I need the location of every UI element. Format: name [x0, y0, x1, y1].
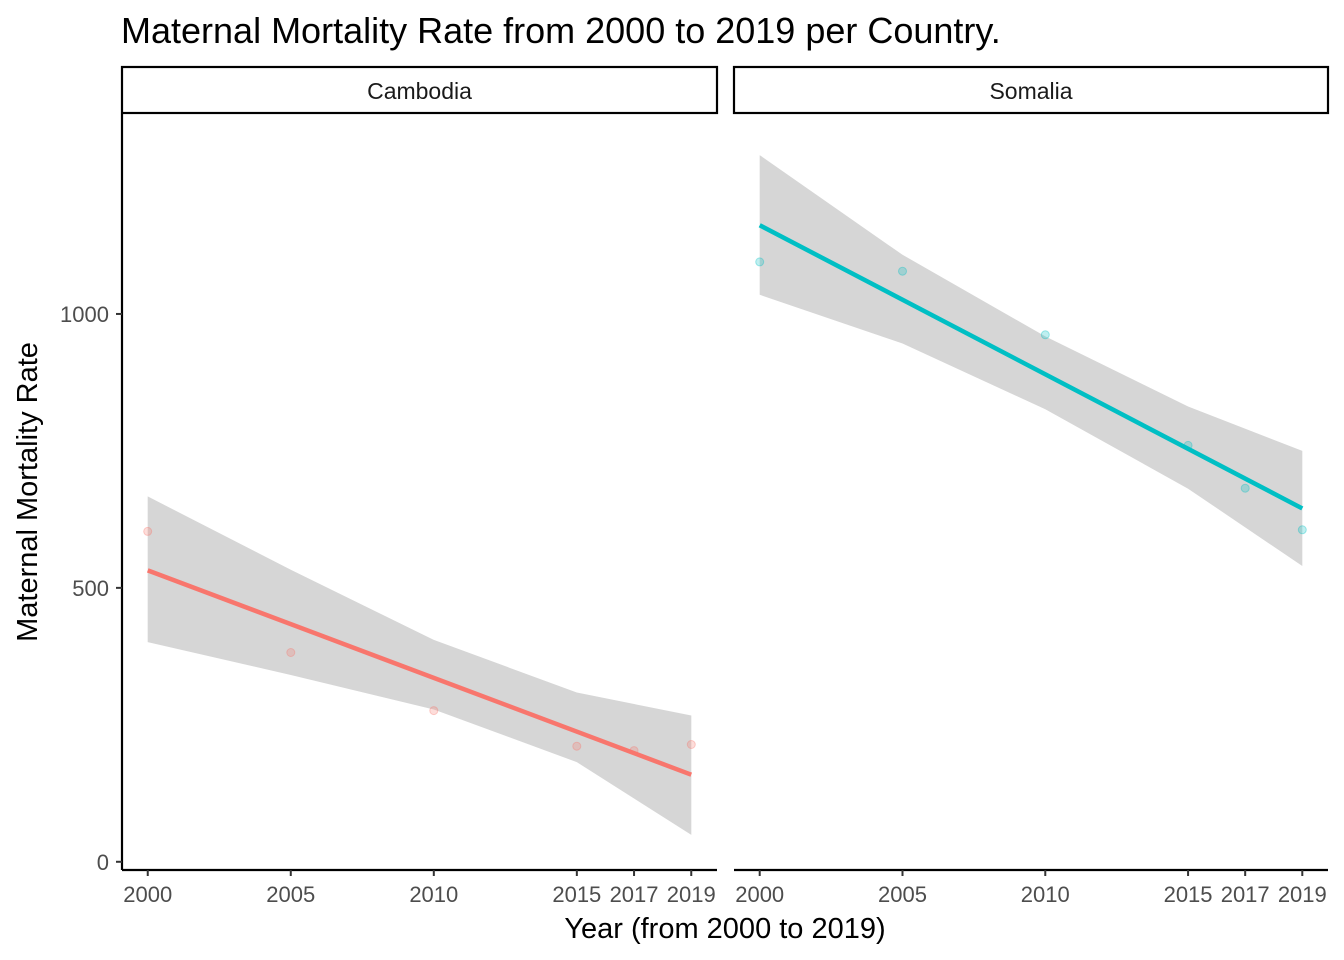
facet-strip [120, 65, 719, 115]
x-tick-label: 2000 [123, 882, 172, 907]
y-tick-label: 1000 [60, 302, 109, 327]
y-axis-title: Maternal Mortality Rate [12, 342, 44, 642]
y-tick-label: 0 [97, 850, 109, 875]
x-tick-label: 2000 [735, 882, 784, 907]
facet-strip [732, 65, 1330, 115]
panel-cambodia: Cambodia 2000 2005 2010 2015 2017 2019 0 500 1000 [60, 65, 719, 907]
x-tick-label: 2019 [1278, 882, 1327, 907]
x-tick-label: 2017 [610, 882, 659, 907]
confidence-band [759, 155, 1303, 566]
chart-title: Maternal Mortality Rate from 2000 to 201… [121, 10, 1001, 51]
x-tick-label: 2019 [667, 882, 716, 907]
data-point [1240, 483, 1250, 493]
x-tick-label: 2010 [409, 882, 458, 907]
y-tick-label: 500 [72, 576, 109, 601]
facet-panels: Cambodia 2000 2005 2010 2015 2017 2019 0 500 1000… [60, 65, 1330, 907]
panel-somalia: Somalia 2000 2005 2010 2015 2017 2019 [732, 65, 1330, 907]
confidence-band [147, 496, 692, 835]
data-point [1040, 330, 1050, 340]
data-point [143, 526, 153, 536]
trend-line [758, 223, 1304, 511]
data-point [755, 257, 765, 267]
data-point [286, 648, 296, 657]
x-tick-label: 2005 [878, 882, 927, 907]
x-tick-label: 2015 [552, 882, 601, 907]
x-tick-label: 2015 [1164, 882, 1213, 907]
data-point [686, 740, 696, 749]
data-point [572, 741, 582, 751]
data-point [1297, 525, 1307, 535]
x-tick-label: 2017 [1221, 882, 1270, 907]
data-point [898, 266, 907, 276]
x-tick-label: 2010 [1021, 882, 1070, 907]
data-point [429, 706, 439, 716]
facet-strip-label: Somalia [989, 78, 1072, 104]
x-axis-title: Year (from 2000 to 2019) [564, 913, 885, 945]
x-tick-label: 2005 [266, 882, 315, 907]
facet-strip-label: Cambodia [367, 78, 472, 104]
trend-line [146, 568, 693, 777]
